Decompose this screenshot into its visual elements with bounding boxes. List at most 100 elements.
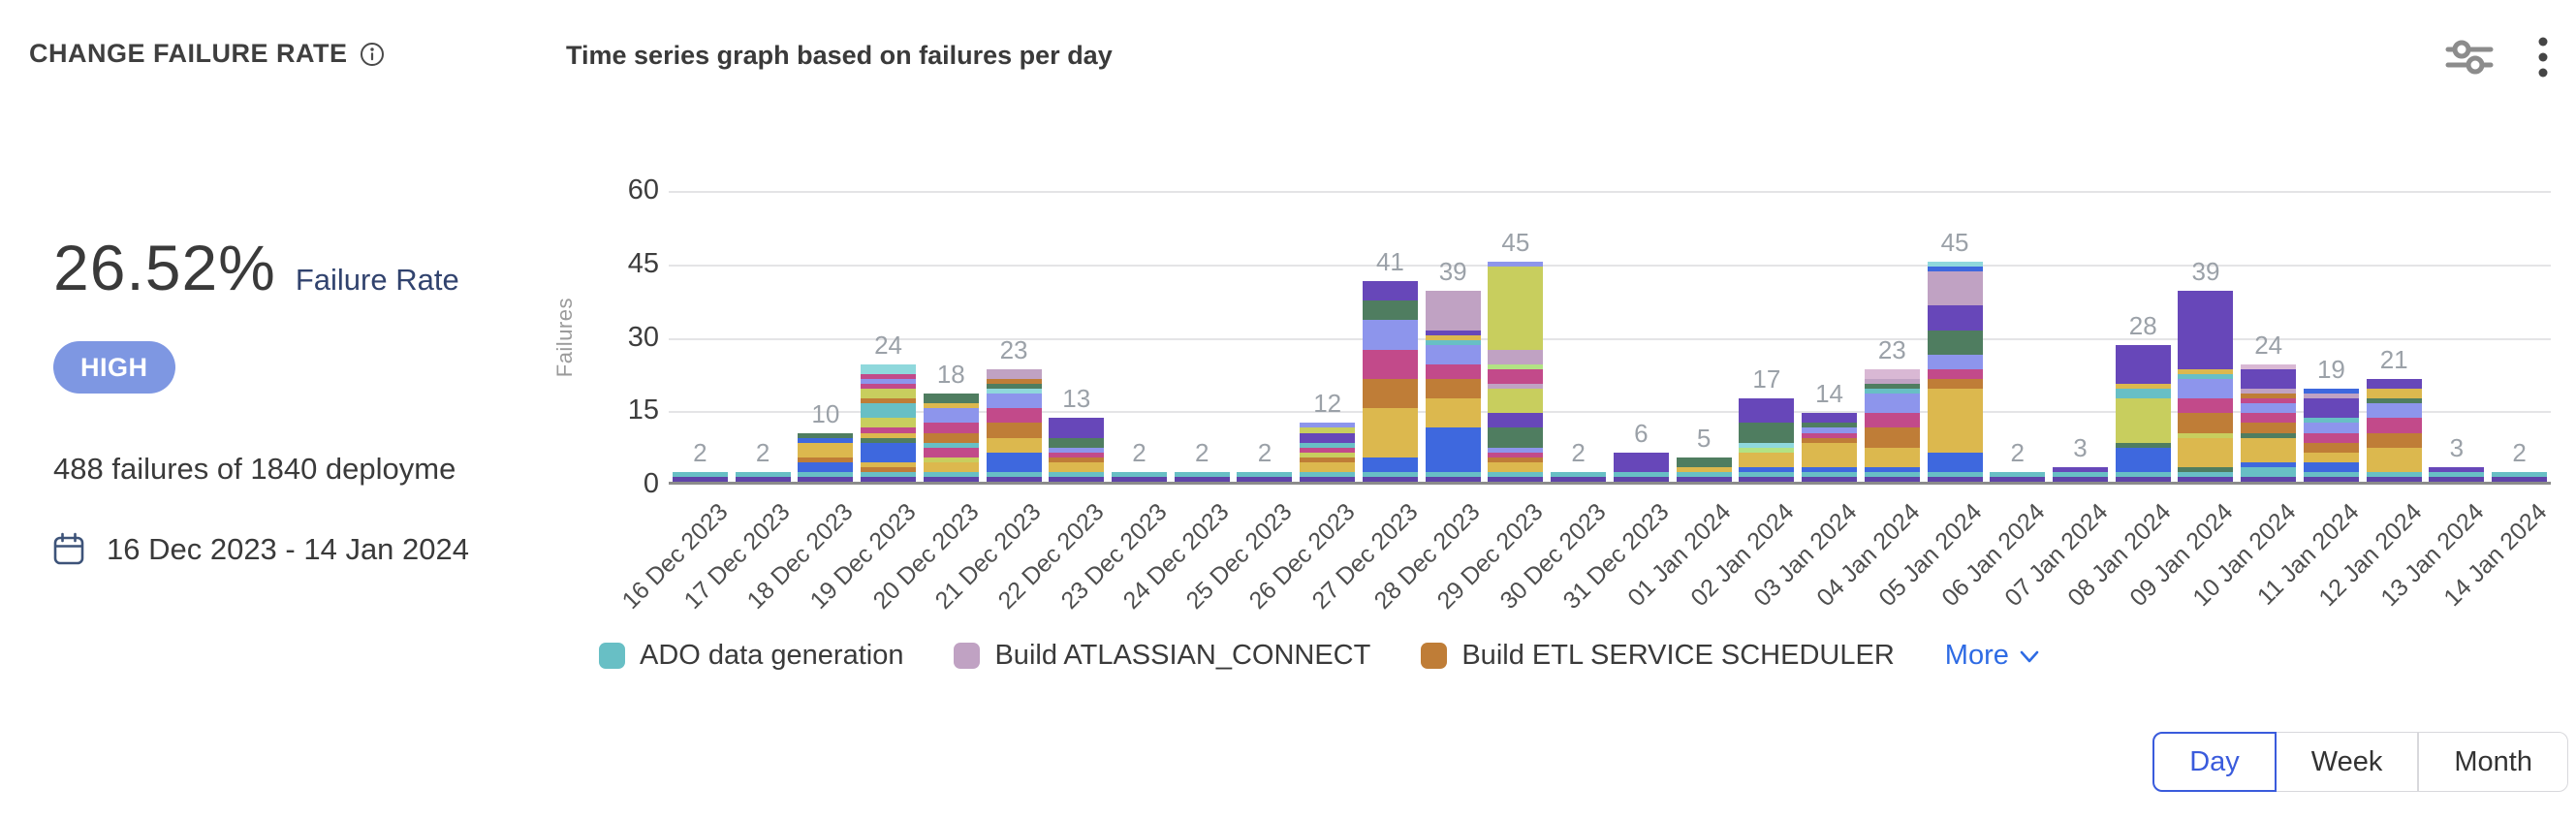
bar-segment — [798, 432, 854, 438]
bar-segment — [1927, 389, 1983, 453]
stacked-bar-18-Dec-2023[interactable] — [798, 432, 854, 482]
stacked-bar-22-Dec-2023[interactable] — [1049, 418, 1105, 482]
bar-segment — [2178, 398, 2234, 414]
legend-color-chip — [954, 643, 981, 669]
bar-segment — [735, 476, 791, 482]
bar-segment — [1864, 379, 1920, 385]
stacked-bar-09-Jan-2024[interactable] — [2178, 291, 2234, 482]
legend-item[interactable]: Build ETL SERVICE SCHEDULER — [1421, 640, 1895, 672]
bar-segment — [1927, 305, 1983, 331]
info-icon[interactable] — [360, 42, 385, 67]
stacked-bar-28-Dec-2023[interactable] — [1425, 291, 1481, 482]
bar-segment — [1739, 442, 1795, 448]
bar-segment — [1425, 334, 1481, 340]
y-axis-title-wrap: Failures — [549, 191, 581, 485]
stacked-bar-05-Jan-2024[interactable] — [1927, 261, 1983, 482]
bar-value-label: 2 — [755, 437, 770, 467]
bar-segment — [1990, 476, 2046, 482]
bar-segment — [923, 442, 979, 448]
bar-segment — [986, 452, 1042, 472]
chart-subtitle: Time series graph based on failures per … — [566, 41, 1113, 70]
bar-segment — [1300, 457, 1356, 462]
filter-sliders-icon[interactable] — [2444, 36, 2495, 79]
legend-more-link[interactable]: More — [1945, 640, 2042, 672]
stacked-bar-02-Jan-2024[interactable] — [1739, 398, 1795, 482]
bar-segment — [986, 379, 1042, 385]
bar-value-label: 2 — [693, 437, 707, 467]
bar-segment — [1613, 476, 1669, 482]
legend-item[interactable]: ADO data generation — [599, 640, 903, 672]
stacked-bar-20-Dec-2023[interactable] — [923, 394, 979, 482]
bar-segment — [1488, 368, 1544, 385]
granularity-day-button[interactable]: Day — [2152, 732, 2277, 792]
bar-segment — [861, 373, 917, 380]
bar-segment — [2303, 442, 2359, 453]
bar-segment — [2178, 379, 2234, 399]
bar-segment — [2241, 413, 2297, 424]
bar-segment — [798, 457, 854, 462]
stacked-bar-24-Dec-2023[interactable] — [1174, 471, 1230, 482]
bar-value-label: 14 — [1815, 379, 1844, 409]
stacked-bar-07-Jan-2024[interactable] — [2053, 466, 2108, 482]
bar-segment — [798, 476, 854, 482]
bar-segment — [1425, 427, 1481, 472]
bar-value-label: 45 — [1501, 227, 1530, 257]
bar-segment — [1049, 476, 1105, 482]
bar-segment — [2241, 423, 2297, 433]
granularity-month-button[interactable]: Month — [2418, 732, 2568, 792]
bar-segment — [1488, 457, 1544, 462]
bar-segment — [2366, 447, 2422, 472]
stacked-bar-25-Dec-2023[interactable] — [1237, 471, 1293, 482]
stacked-bar-11-Jan-2024[interactable] — [2303, 389, 2359, 482]
bar-value-label: 2 — [1132, 437, 1147, 467]
bar-segment — [2178, 291, 2234, 369]
granularity-toggle: Day Week Month — [2152, 732, 2568, 792]
bar-segment — [1362, 476, 1418, 482]
bar-segment — [1927, 368, 1983, 379]
bar-segment — [1300, 427, 1356, 433]
kebab-menu-icon[interactable] — [2537, 35, 2549, 79]
stacked-bar-03-Jan-2024[interactable] — [1802, 413, 1858, 482]
bar-segment — [672, 471, 728, 477]
bar-segment — [861, 476, 917, 482]
bar-segment — [923, 423, 979, 433]
bar-segment — [923, 447, 979, 457]
stacked-bar-13-Jan-2024[interactable] — [2429, 466, 2485, 482]
legend-item[interactable]: Build ATLASSIAN_CONNECT — [954, 640, 1370, 672]
bar-segment — [861, 384, 917, 390]
bar-segment — [923, 471, 979, 477]
bar-value-label: 12 — [1313, 389, 1342, 419]
stacked-bar-08-Jan-2024[interactable] — [2115, 344, 2171, 482]
widget-title: CHANGE FAILURE RATE — [29, 39, 348, 68]
bar-segment — [861, 427, 917, 433]
bar-segment — [1739, 423, 1795, 443]
stacked-bar-27-Dec-2023[interactable] — [1362, 281, 1418, 482]
stacked-bar-30-Dec-2023[interactable] — [1551, 471, 1607, 482]
stacked-bar-14-Jan-2024[interactable] — [2492, 471, 2548, 482]
stacked-bar-26-Dec-2023[interactable] — [1300, 423, 1356, 482]
stacked-bar-31-Dec-2023[interactable] — [1613, 452, 1669, 482]
bar-segment — [1927, 354, 1983, 369]
stacked-bar-23-Dec-2023[interactable] — [1112, 471, 1167, 482]
bar-segment — [2241, 461, 2297, 467]
stacked-bar-01-Jan-2024[interactable] — [1676, 457, 1732, 482]
bar-segment — [1927, 266, 1983, 271]
stacked-bar-10-Jan-2024[interactable] — [2241, 363, 2297, 482]
bar-segment — [986, 368, 1042, 380]
stacked-bar-16-Dec-2023[interactable] — [672, 471, 728, 482]
stacked-bar-12-Jan-2024[interactable] — [2366, 379, 2422, 482]
stacked-bar-04-Jan-2024[interactable] — [1864, 368, 1920, 482]
stacked-bar-06-Jan-2024[interactable] — [1990, 471, 2046, 482]
stacked-bar-29-Dec-2023[interactable] — [1488, 261, 1544, 482]
bar-value-label: 2 — [1194, 437, 1209, 467]
bar-segment — [1739, 447, 1795, 453]
bar-segment — [861, 398, 917, 404]
stacked-bar-17-Dec-2023[interactable] — [735, 471, 791, 482]
bar-segment — [2115, 389, 2171, 399]
granularity-week-button[interactable]: Week — [2276, 732, 2419, 792]
bar-segment — [1864, 476, 1920, 482]
stacked-bar-21-Dec-2023[interactable] — [986, 368, 1042, 482]
bar-segment — [2178, 432, 2234, 438]
stacked-bar-19-Dec-2023[interactable] — [861, 363, 917, 482]
bar-segment — [2178, 471, 2234, 477]
